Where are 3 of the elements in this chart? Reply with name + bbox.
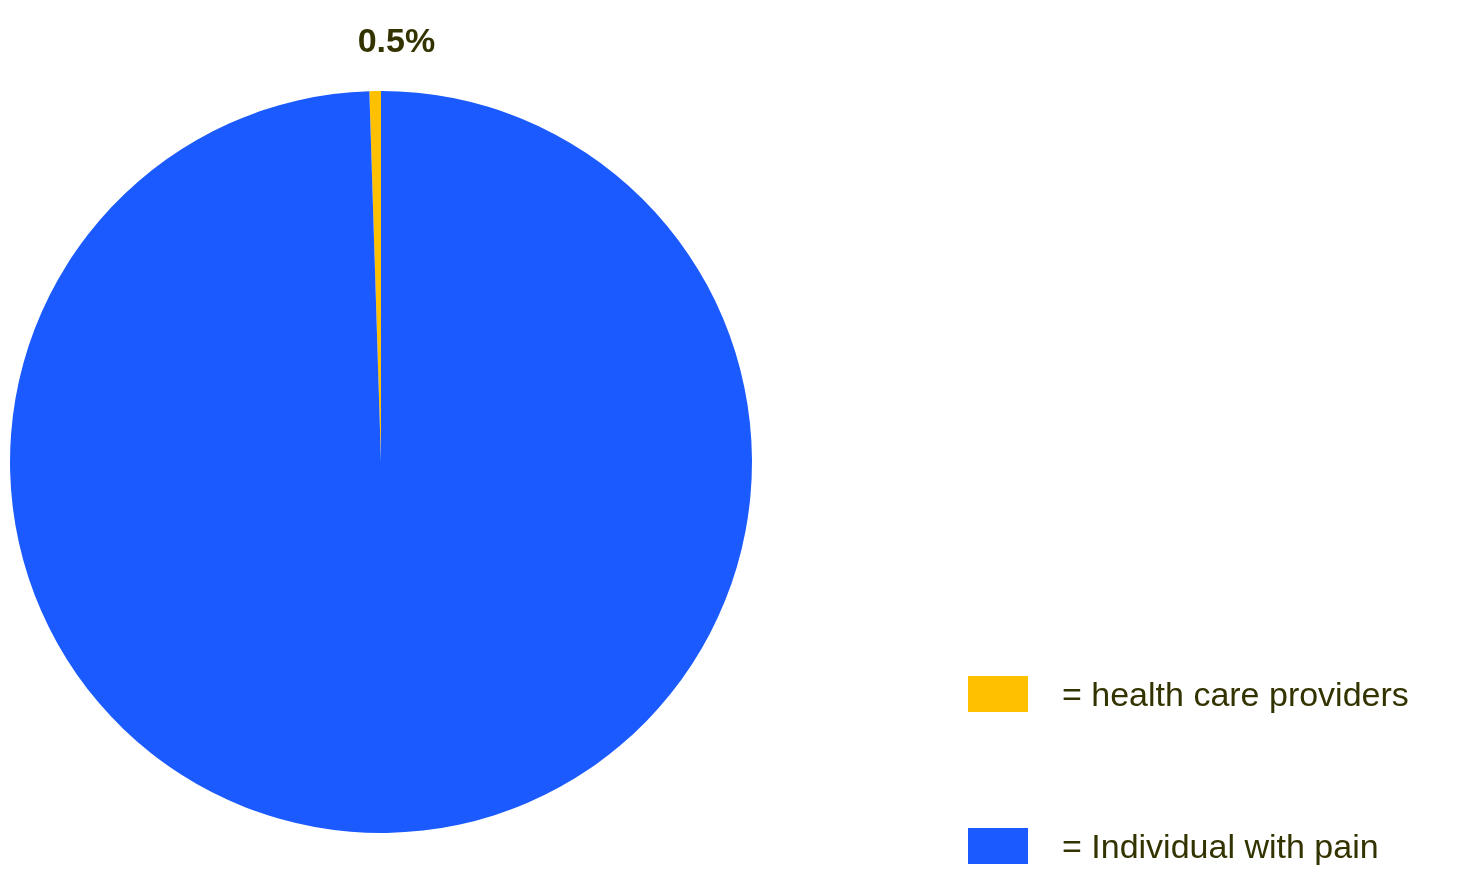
data-label: 0.5%: [357, 21, 436, 60]
legend-label: = Individual with pain: [1062, 826, 1379, 866]
legend-label: = health care providers: [1062, 674, 1409, 714]
